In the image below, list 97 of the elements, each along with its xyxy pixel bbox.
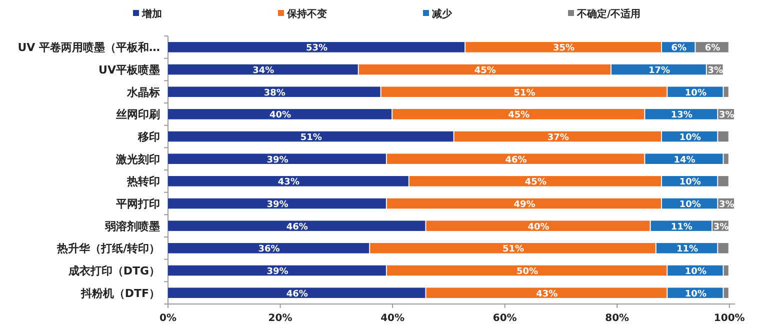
- bar: [724, 86, 728, 97]
- data-label: 45%: [508, 110, 530, 121]
- data-label: 3%: [713, 222, 729, 232]
- data-label: 39%: [266, 200, 288, 210]
- bar: [645, 109, 718, 120]
- y-tick-label: 热升华（打纸/转印）: [56, 242, 160, 256]
- data-label: 10%: [684, 88, 706, 98]
- data-label: 11%: [676, 244, 698, 255]
- legend-label: 保持不变: [286, 8, 327, 20]
- bar: [454, 131, 662, 142]
- data-label: 49%: [514, 200, 536, 210]
- bar: [724, 154, 728, 164]
- y-tick-label: 抖粉机（DTF）: [80, 286, 160, 300]
- data-label: 17%: [648, 66, 670, 76]
- data-label: 3%: [718, 200, 734, 210]
- bar: [386, 154, 644, 164]
- legend-label: 不确定/不适用: [576, 8, 641, 20]
- legend-label: 减少: [432, 8, 453, 20]
- data-label: 45%: [524, 178, 546, 188]
- y-tick-label: 弱溶剂喷墨: [104, 220, 160, 233]
- bar: [724, 265, 728, 276]
- data-label: 40%: [270, 110, 292, 121]
- data-label: 38%: [264, 88, 286, 98]
- data-label: 6%: [671, 44, 686, 54]
- x-tick-label: 60%: [492, 313, 517, 324]
- data-label: 46%: [286, 289, 308, 300]
- data-label: 39%: [266, 267, 288, 277]
- bar: [386, 265, 667, 276]
- y-tick-label: UV平板喷墨: [98, 64, 160, 76]
- data-label: 36%: [258, 244, 280, 255]
- bar: [656, 243, 718, 254]
- x-tick-label: 100%: [714, 313, 745, 324]
- bar: [168, 109, 392, 120]
- bar: [466, 42, 662, 52]
- bar: [718, 243, 728, 254]
- bar: [370, 243, 656, 254]
- x-tick-label: 0%: [160, 313, 176, 324]
- data-label: 40%: [528, 222, 550, 232]
- bar: [168, 288, 426, 298]
- data-label: 53%: [306, 44, 328, 54]
- y-tick-label: 丝网印刷: [115, 108, 160, 122]
- bar: [645, 154, 723, 164]
- y-tick-label: UV 平卷两用喷墨（平板和…: [18, 41, 160, 54]
- data-label: 10%: [684, 289, 706, 300]
- data-label: 51%: [300, 133, 322, 143]
- data-label: 14%: [674, 155, 696, 166]
- data-label: 34%: [252, 66, 274, 76]
- y-tick-label: 平网打印: [115, 198, 160, 210]
- data-label: 10%: [679, 178, 701, 188]
- data-label: 3%: [708, 66, 723, 76]
- data-label: 35%: [553, 44, 575, 54]
- bar: [409, 176, 662, 186]
- data-label: 6%: [704, 44, 720, 54]
- bar: [358, 64, 610, 75]
- bar: [168, 86, 380, 97]
- y-tick-label: 移印: [137, 130, 160, 144]
- y-tick-label: 热转印: [126, 175, 160, 188]
- data-label: 43%: [278, 178, 300, 188]
- data-label: 51%: [514, 88, 536, 98]
- bar: [168, 220, 426, 231]
- bar: [386, 198, 662, 209]
- legend-label: 增加: [141, 8, 162, 20]
- bar: [724, 288, 728, 298]
- bar: [168, 176, 408, 186]
- data-label: 39%: [266, 155, 288, 166]
- y-tick-label: 成衣打印（DTG）: [67, 264, 160, 278]
- bar: [168, 154, 386, 164]
- data-label: 10%: [679, 133, 701, 143]
- bar: [168, 198, 386, 209]
- bar: [168, 64, 358, 75]
- bar: [381, 86, 667, 97]
- data-label: 10%: [684, 267, 706, 277]
- data-label: 50%: [516, 267, 538, 277]
- bar: [392, 109, 644, 120]
- data-label: 13%: [670, 110, 692, 121]
- bar: [426, 220, 650, 231]
- data-label: 45%: [474, 66, 496, 76]
- bar: [718, 176, 728, 186]
- bar: [168, 243, 370, 254]
- x-tick-label: 20%: [268, 313, 292, 324]
- bar: [426, 288, 667, 298]
- data-label: 10%: [679, 200, 701, 210]
- data-label: 46%: [286, 222, 308, 232]
- data-label: 11%: [670, 222, 692, 232]
- bar: [168, 42, 465, 52]
- x-tick-label: 40%: [380, 313, 405, 324]
- data-label: 46%: [505, 155, 527, 166]
- data-label: 37%: [547, 133, 569, 143]
- bar: [718, 131, 728, 142]
- bar: [168, 265, 386, 276]
- y-tick-label: 水晶标: [126, 86, 160, 99]
- x-tick-label: 80%: [605, 313, 630, 324]
- data-label: 43%: [536, 289, 558, 300]
- y-tick-label: 激光刻印: [115, 152, 160, 166]
- bar: [168, 131, 454, 142]
- data-label: 3%: [718, 110, 734, 121]
- data-label: 51%: [502, 244, 524, 255]
